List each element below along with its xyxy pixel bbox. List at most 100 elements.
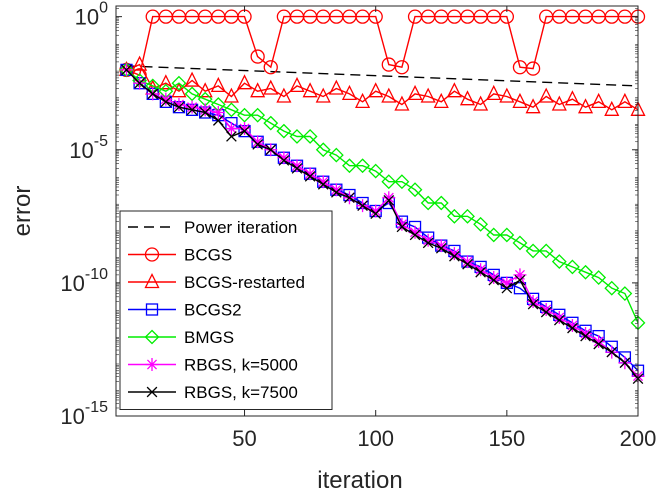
- data-point: [512, 92, 528, 108]
- data-point: [420, 87, 436, 103]
- data-point: [446, 208, 462, 224]
- data-point: [172, 98, 186, 112]
- series-layer: [118, 9, 646, 385]
- data-point: [473, 216, 489, 232]
- data-point: [328, 147, 344, 163]
- data-point: [315, 142, 331, 158]
- data-point: [342, 158, 357, 174]
- data-point: [276, 123, 292, 139]
- data-point: [500, 276, 514, 290]
- ticks-layer: 50 100 150 200 10-15 10-10 10-5 100: [60, 0, 656, 451]
- y-axis-label: error: [9, 186, 36, 237]
- data-point: [488, 274, 500, 286]
- data-point: [474, 263, 488, 277]
- data-point: [173, 101, 185, 113]
- data-point: [304, 171, 316, 182]
- data-point: [486, 227, 502, 243]
- data-point: [527, 298, 539, 310]
- legend-entry-label: RBGS, k=7500: [184, 383, 298, 402]
- data-point: [357, 200, 368, 212]
- data-point: [487, 271, 501, 285]
- data-point: [577, 98, 594, 114]
- data-point: [303, 167, 317, 181]
- data-point: [540, 306, 552, 318]
- data-point: [186, 104, 198, 116]
- data-point: [355, 158, 370, 174]
- data-point: [239, 125, 250, 137]
- data-point: [579, 326, 593, 340]
- data-point: [291, 163, 303, 174]
- data-point: [224, 121, 238, 135]
- data-point: [580, 330, 591, 342]
- data-point: [604, 280, 620, 296]
- data-point: [420, 195, 436, 211]
- data-point: [184, 71, 200, 87]
- data-point: [409, 229, 421, 241]
- data-point: [344, 192, 355, 204]
- data-point: [184, 86, 200, 102]
- data-point: [551, 254, 567, 270]
- legend: Power iteration BCGS BCGS-restarted BCGS2 BM…: [119, 210, 333, 410]
- data-point: [526, 295, 540, 309]
- data-point: [486, 84, 502, 101]
- data-point: [462, 258, 473, 270]
- series-bmgs: [119, 62, 646, 331]
- data-point: [513, 268, 527, 282]
- data-point: [382, 191, 396, 205]
- legend-marker: [144, 247, 160, 262]
- data-point: [147, 88, 159, 100]
- data-point: [212, 115, 224, 126]
- data-point: [278, 155, 290, 166]
- data-point: [447, 247, 461, 261]
- x-tick-label: 100: [357, 426, 394, 451]
- x-tick-label: 150: [488, 426, 525, 451]
- data-point: [567, 322, 578, 334]
- data-point: [525, 98, 541, 114]
- data-point: [475, 266, 486, 278]
- data-point: [435, 242, 447, 254]
- data-point: [277, 151, 291, 165]
- data-point: [499, 87, 515, 103]
- series-power-iteration: [126, 65, 639, 87]
- data-point: [368, 82, 384, 98]
- data-point: [252, 139, 263, 150]
- data-point: [317, 179, 329, 190]
- data-point: [538, 243, 554, 259]
- data-point: [226, 131, 237, 142]
- series-line: [126, 69, 639, 380]
- data-point: [551, 95, 567, 111]
- data-point: [121, 64, 132, 76]
- legend-box: [119, 210, 333, 410]
- data-point: [395, 217, 409, 231]
- data-point: [199, 107, 211, 118]
- data-point: [355, 92, 371, 108]
- series-line: [126, 63, 639, 111]
- data-point: [422, 237, 434, 249]
- y-tick-label: 100: [75, 0, 108, 30]
- data-point: [368, 163, 384, 179]
- data-point: [223, 102, 239, 118]
- data-point: [460, 208, 475, 224]
- data-point: [289, 129, 305, 144]
- data-point: [460, 255, 474, 269]
- data-point: [370, 208, 382, 219]
- series-bcgs-restarted: [118, 55, 646, 116]
- y-tick-label: 10-5: [69, 133, 108, 163]
- data-point: [250, 49, 265, 64]
- data-point: [316, 175, 330, 189]
- data-point: [433, 195, 449, 211]
- legend-entry-label: BCGS-restarted: [184, 273, 305, 292]
- series-bcgs: [119, 9, 646, 83]
- data-point: [263, 60, 278, 75]
- legend-entry-label: RBGS, k=5000: [184, 356, 298, 375]
- data-point: [394, 174, 410, 190]
- data-point: [383, 195, 395, 206]
- data-point: [289, 76, 305, 93]
- data-point: [617, 92, 633, 108]
- series-line: [126, 65, 639, 87]
- data-point: [396, 221, 408, 233]
- data-point: [538, 87, 554, 103]
- data-point: [592, 334, 606, 348]
- legend-entry-label: Power iteration: [184, 218, 297, 237]
